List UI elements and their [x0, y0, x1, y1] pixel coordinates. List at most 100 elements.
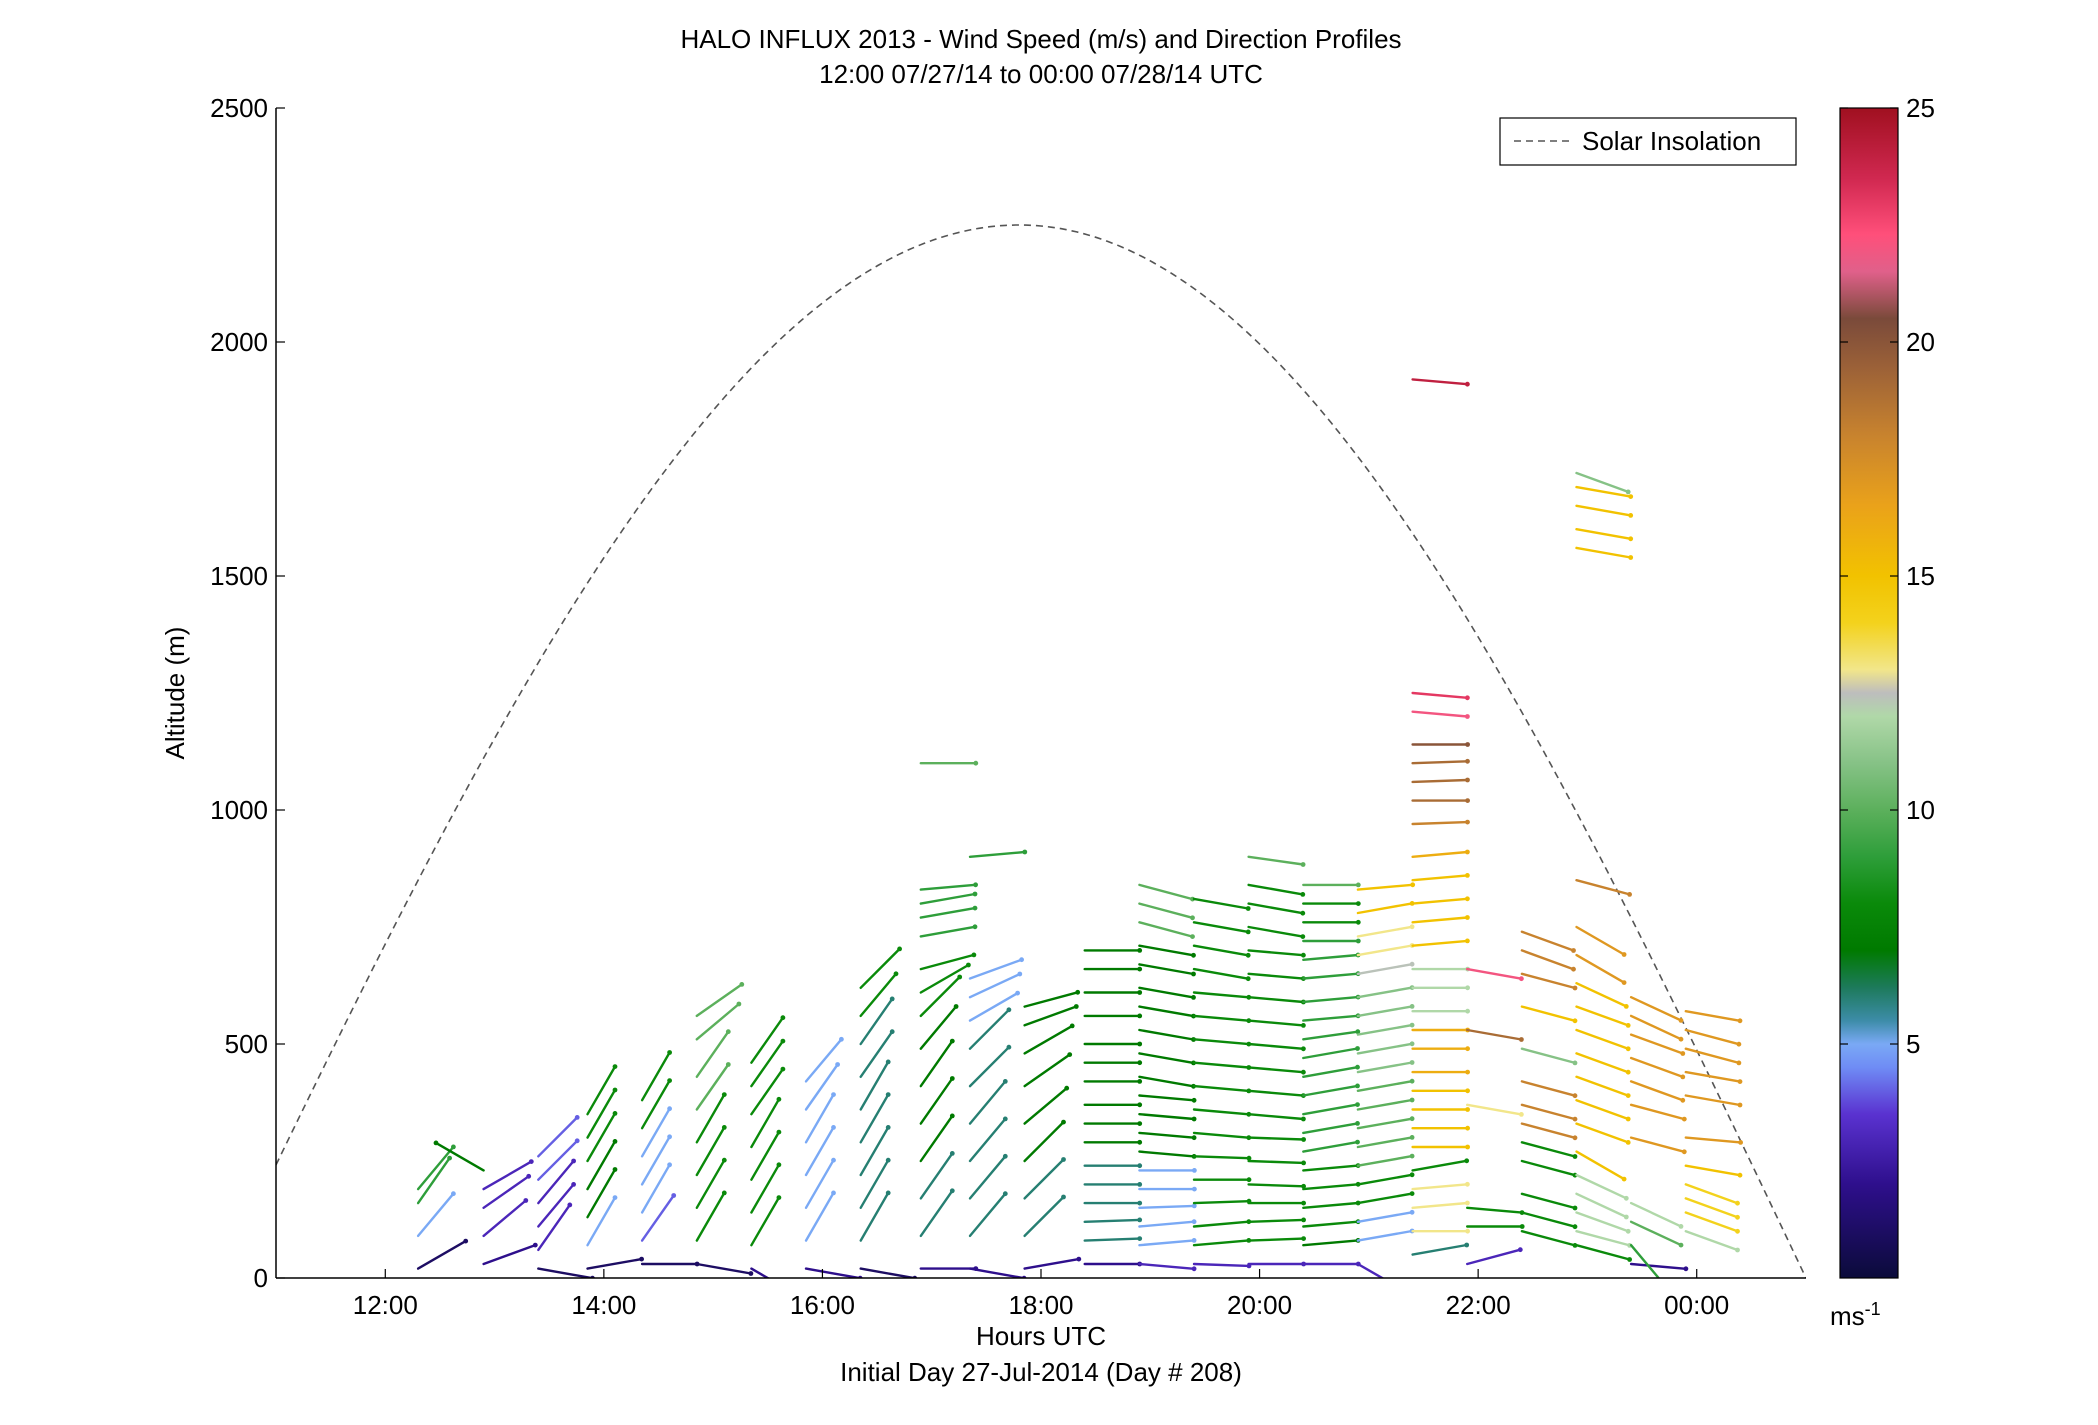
wind-vector: [1247, 1019, 1306, 1028]
wind-vector-head: [451, 1144, 456, 1150]
wind-vector: [1138, 1238, 1197, 1247]
wind-vector-shaft: [1138, 921, 1194, 938]
wind-vector-shaft: [1302, 953, 1360, 961]
wind-vector-head: [667, 1162, 672, 1168]
wind-vector-shaft: [1302, 972, 1360, 980]
wind-vector-head: [1409, 1209, 1415, 1215]
wind-vector-shaft: [1192, 1084, 1251, 1093]
wind-vector-shaft: [1629, 1014, 1683, 1041]
wind-vector-shaft: [919, 953, 976, 971]
wind-vector-head: [1465, 873, 1470, 878]
wind-vector-shaft: [537, 1159, 575, 1205]
wind-vector-head: [1191, 1135, 1197, 1141]
wind-vector: [1247, 855, 1306, 867]
wind-vector: [482, 1198, 529, 1238]
wind-vector-head: [1301, 1217, 1306, 1223]
wind-vector: [1302, 1064, 1360, 1079]
wind-vector-shaft: [1465, 967, 1523, 980]
wind-vector-head: [1678, 1242, 1684, 1248]
wind-vector: [1411, 819, 1470, 826]
wind-vector: [1629, 1103, 1687, 1122]
wind-vector-shaft: [695, 1063, 730, 1111]
wind-vector-shaft: [1356, 1136, 1414, 1149]
wind-vector-head: [1628, 494, 1634, 499]
wind-vector: [695, 1029, 731, 1079]
wind-vector: [1023, 1052, 1073, 1088]
wind-vector-shaft: [1192, 1131, 1251, 1139]
wind-vector-head: [780, 1038, 786, 1044]
wind-vector: [919, 760, 979, 766]
wind-vector: [919, 962, 971, 994]
wind-vector: [586, 1195, 618, 1247]
wind-vector-shaft: [1520, 1192, 1577, 1210]
wind-vector-head: [1002, 1079, 1008, 1084]
wind-vector: [1411, 1144, 1470, 1150]
wind-vector-shaft: [859, 997, 894, 1046]
wind-vector-shaft: [1356, 1079, 1414, 1093]
wind-vector: [1575, 528, 1634, 542]
wind-vector-head: [1625, 489, 1631, 495]
wind-vector-shaft: [586, 1112, 617, 1163]
wind-vector: [968, 990, 1020, 1022]
wind-vector: [1247, 1183, 1306, 1189]
wind-vector-shaft: [1520, 1005, 1577, 1022]
colorbar-unit-base: ms: [1830, 1301, 1865, 1331]
wind-vector-head: [1301, 1116, 1306, 1122]
x-tick-label-1: 14:00: [571, 1290, 636, 1320]
wind-vector-shaft: [1247, 1112, 1305, 1121]
colorbar-unit-exponent: -1: [1865, 1299, 1881, 1319]
wind-vector-shaft: [1629, 1243, 1661, 1278]
wind-vector: [919, 1076, 955, 1125]
wind-vector: [1520, 1047, 1578, 1066]
colorbar: 5 10 15 20 25 ms-1: [1830, 93, 1935, 1331]
wind-vector-head: [1621, 1176, 1627, 1182]
wind-vector: [1684, 1183, 1740, 1206]
wind-vector-shaft: [1575, 925, 1626, 956]
wind-vector-shaft: [750, 1130, 781, 1181]
wind-vector-shaft: [1575, 1150, 1626, 1181]
wind-vector-shaft: [1575, 471, 1630, 494]
wind-vector-head: [567, 1202, 573, 1208]
wind-vector: [859, 946, 902, 989]
wind-vector-shaft: [1138, 1052, 1195, 1065]
wind-vector-shaft: [968, 991, 1019, 1022]
wind-vector-shaft: [586, 1196, 617, 1247]
wind-vector-head: [831, 1092, 836, 1097]
wind-vector-head: [1245, 952, 1251, 958]
wind-vector-shaft: [1138, 902, 1194, 919]
y-tick-label-4: 2000: [210, 327, 268, 357]
wind-vector-shaft: [482, 1243, 537, 1266]
wind-vector: [1411, 896, 1470, 905]
wind-vector: [1356, 1060, 1415, 1074]
wind-vector-shaft: [968, 1080, 1007, 1125]
wind-vector-shaft: [1302, 1140, 1359, 1153]
wind-vector-shaft: [859, 1126, 890, 1177]
wind-vector: [1520, 1080, 1578, 1099]
wind-vector-shaft: [1575, 1005, 1630, 1027]
wind-vector-shaft: [750, 1196, 781, 1247]
wind-vector-head: [1465, 1181, 1470, 1187]
wind-vector-head: [1137, 1013, 1143, 1019]
wind-vector-shaft: [1247, 1042, 1305, 1051]
wind-vector-head: [1355, 1139, 1360, 1145]
wind-vector-shaft: [968, 972, 1021, 999]
wind-vector-head: [1409, 1041, 1415, 1047]
wind-vector: [1575, 925, 1627, 957]
wind-vector-shaft: [919, 1039, 954, 1088]
colorbar-tick-label-0: 5: [1906, 1029, 1920, 1059]
wind-vector-head: [1572, 1224, 1578, 1230]
wind-vector-shaft: [1575, 504, 1632, 517]
wind-vector-head: [1465, 985, 1470, 991]
wind-vector-shaft: [1302, 1065, 1359, 1079]
wind-vector-shaft: [1465, 1103, 1523, 1116]
wind-vector-shaft: [919, 892, 977, 905]
wind-vector-head: [1137, 1236, 1143, 1241]
wind-vector: [1575, 1150, 1627, 1182]
wind-vector-shaft: [1083, 1218, 1141, 1224]
colorbar-bar: [1839, 107, 1899, 1279]
wind-vector: [1575, 1122, 1631, 1145]
wind-vector: [416, 1191, 456, 1238]
wind-vector-head: [1409, 961, 1415, 967]
wind-vector: [750, 1096, 782, 1149]
wind-vector-shaft: [919, 1005, 958, 1050]
